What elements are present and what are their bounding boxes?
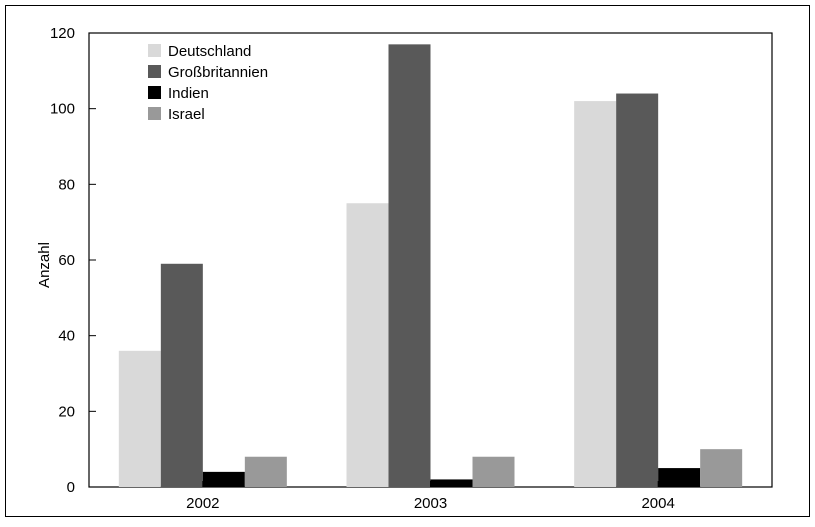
bar-israel-2002 xyxy=(244,456,287,487)
plot-area: 0 20 40 60 80 100 120 2002 2003 2004 xyxy=(50,25,773,512)
bar-indien-2004 xyxy=(658,468,701,487)
legend-swatch xyxy=(148,44,161,57)
outer-frame xyxy=(5,5,810,517)
bar-deutschland-2002 xyxy=(118,350,161,487)
legend-swatch xyxy=(148,107,161,120)
y-tick-label: 100 xyxy=(50,101,75,118)
y-axis-label: Anzahl xyxy=(36,242,53,288)
bar-gro-britannien-2002 xyxy=(160,263,203,487)
bar-deutschland-2004 xyxy=(574,101,617,487)
y-tick-label: 80 xyxy=(58,176,75,193)
bar-deutschland-2003 xyxy=(346,203,389,487)
legend-swatch xyxy=(148,65,161,78)
legend-label: Israel xyxy=(168,106,205,123)
y-tick-label: 60 xyxy=(58,252,75,269)
bar-gro-britannien-2003 xyxy=(388,44,431,487)
legend: Deutschland Großbritannien Indien Israel xyxy=(148,43,268,123)
legend-label: Deutschland xyxy=(168,43,251,60)
bar-israel-2003 xyxy=(472,456,515,487)
legend-label: Großbritannien xyxy=(168,64,268,81)
y-tick-label: 120 xyxy=(50,25,75,42)
legend-swatch xyxy=(148,86,161,99)
bar-indien-2002 xyxy=(202,471,245,487)
bar-indien-2003 xyxy=(430,479,473,487)
x-tick-label: 2004 xyxy=(641,495,674,512)
y-tick-label: 40 xyxy=(58,328,75,345)
x-tick-label: 2002 xyxy=(186,495,219,512)
bar-gro-britannien-2004 xyxy=(616,93,659,488)
legend-label: Indien xyxy=(168,85,209,102)
x-tick-label: 2003 xyxy=(414,495,447,512)
y-tick-label: 0 xyxy=(67,479,75,496)
bar-israel-2004 xyxy=(700,449,743,487)
y-tick-label: 20 xyxy=(58,403,75,420)
